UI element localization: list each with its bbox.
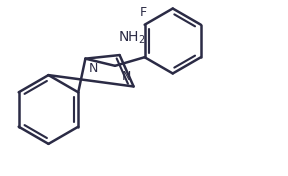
Text: NH$_2$: NH$_2$ bbox=[118, 30, 145, 46]
Text: N: N bbox=[89, 62, 98, 76]
Text: F: F bbox=[140, 5, 147, 18]
Text: N: N bbox=[122, 70, 131, 83]
